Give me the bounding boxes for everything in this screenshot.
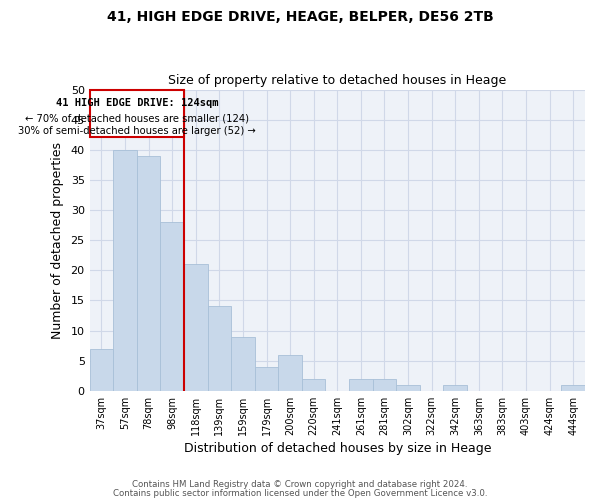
- Text: 41, HIGH EDGE DRIVE, HEAGE, BELPER, DE56 2TB: 41, HIGH EDGE DRIVE, HEAGE, BELPER, DE56…: [107, 10, 493, 24]
- FancyBboxPatch shape: [89, 90, 184, 136]
- Bar: [396, 385, 420, 391]
- Y-axis label: Number of detached properties: Number of detached properties: [50, 142, 64, 338]
- Bar: [208, 306, 231, 391]
- Bar: [562, 385, 585, 391]
- Bar: [231, 336, 255, 391]
- Bar: [349, 379, 373, 391]
- Bar: [89, 348, 113, 391]
- Text: 30% of semi-detached houses are larger (52) →: 30% of semi-detached houses are larger (…: [18, 126, 256, 136]
- Bar: [137, 156, 160, 391]
- Text: Contains public sector information licensed under the Open Government Licence v3: Contains public sector information licen…: [113, 488, 487, 498]
- Text: Contains HM Land Registry data © Crown copyright and database right 2024.: Contains HM Land Registry data © Crown c…: [132, 480, 468, 489]
- Bar: [160, 222, 184, 391]
- Bar: [443, 385, 467, 391]
- X-axis label: Distribution of detached houses by size in Heage: Distribution of detached houses by size …: [184, 442, 491, 455]
- Text: ← 70% of detached houses are smaller (124): ← 70% of detached houses are smaller (12…: [25, 114, 249, 124]
- Bar: [278, 354, 302, 391]
- Bar: [184, 264, 208, 391]
- Bar: [373, 379, 396, 391]
- Text: 41 HIGH EDGE DRIVE: 124sqm: 41 HIGH EDGE DRIVE: 124sqm: [56, 98, 218, 108]
- Bar: [113, 150, 137, 391]
- Bar: [302, 379, 325, 391]
- Bar: [255, 366, 278, 391]
- Title: Size of property relative to detached houses in Heage: Size of property relative to detached ho…: [168, 74, 506, 87]
